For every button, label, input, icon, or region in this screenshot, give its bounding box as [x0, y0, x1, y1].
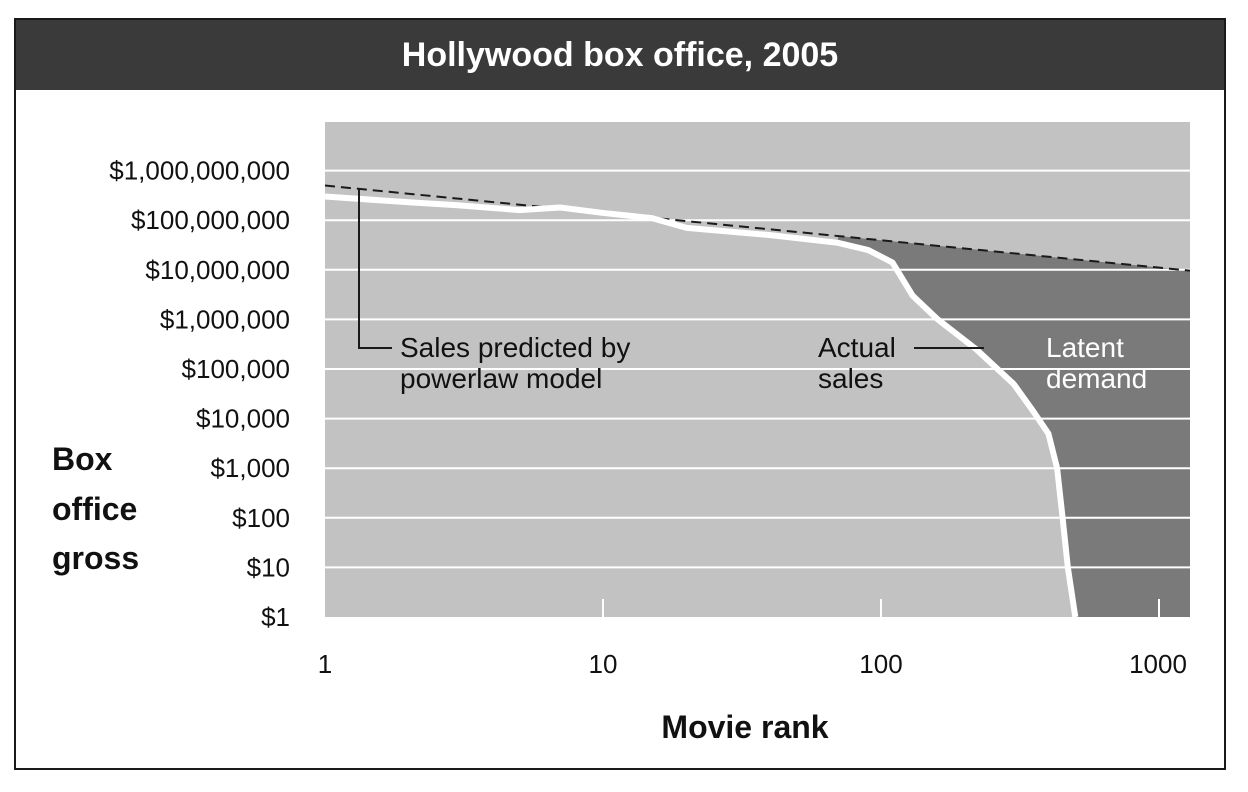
y-tick-label: $10: [247, 552, 290, 582]
y-tick-label: $100,000,000: [131, 205, 290, 235]
y-axis-label-line-1: Box: [52, 441, 113, 477]
predicted-annotation-leader: [358, 188, 392, 349]
y-axis-label-line-2: office: [52, 491, 137, 527]
predicted-annotation-text: Sales predicted by: [400, 332, 630, 363]
latent-annotation-text: demand: [1046, 363, 1147, 394]
predicted-annotation-text: powerlaw model: [400, 363, 602, 394]
x-tick-label: 10: [589, 649, 618, 679]
x-tick-label: 1: [318, 649, 332, 679]
actual-annotation-text: Actual: [818, 332, 896, 363]
y-tick-label: $1,000: [210, 453, 290, 483]
x-tick-label: 100: [859, 649, 902, 679]
y-tick-label: $1,000,000: [160, 304, 290, 334]
predicted-sales-line: [324, 184, 1191, 272]
y-tick-label: $10,000,000: [145, 255, 290, 285]
actual-sales-line: [324, 193, 1079, 618]
y-tick-label: $100: [232, 503, 290, 533]
x-tick-label: 1000: [1129, 649, 1187, 679]
y-axis-label-line-3: gross: [52, 540, 139, 576]
chart-title: Hollywood box office, 2005: [16, 20, 1224, 90]
latent-demand-area: [837, 236, 1190, 617]
x-axis-label: Movie rank: [661, 709, 828, 745]
y-tick-label: $10,000: [196, 404, 290, 434]
y-tick-label: $100,000: [182, 354, 290, 384]
latent-annotation-text: Latent: [1046, 332, 1124, 363]
y-tick-label: $1: [261, 602, 290, 632]
y-tick-label: $1,000,000,000: [109, 156, 290, 186]
actual-annotation-text: sales: [818, 363, 883, 394]
